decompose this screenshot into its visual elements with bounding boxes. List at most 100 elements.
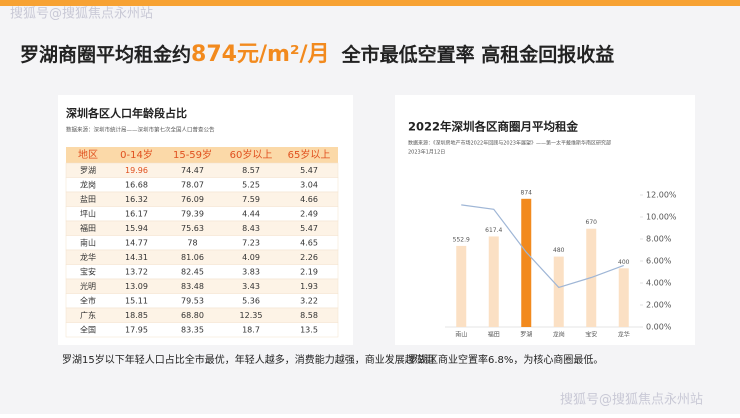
chart-source: 数据来源：《深圳房地产市场2022年回顾与2023年展望》——第一太平戴维斯华南… bbox=[408, 140, 611, 147]
table-cell: 16.17 bbox=[125, 209, 148, 218]
table-cell: 2.49 bbox=[300, 209, 318, 218]
table-cell: 7.23 bbox=[242, 238, 260, 247]
watermark: 搜狐号@搜狐焦点永州站 bbox=[10, 7, 153, 22]
bar bbox=[488, 236, 499, 327]
chart-source-date: 2023年1月12日 bbox=[408, 149, 445, 156]
x-tick-label: 宝安 bbox=[585, 331, 597, 339]
table-cell: 79.53 bbox=[181, 296, 204, 305]
table-cell: 8.57 bbox=[242, 166, 260, 175]
table-cell: 全市 bbox=[80, 295, 96, 305]
table-cell: 17.95 bbox=[125, 325, 148, 334]
table-cell: 76.09 bbox=[181, 195, 204, 204]
table-cell: 13.72 bbox=[125, 267, 148, 276]
table-cell: 15.11 bbox=[125, 296, 148, 305]
table-cell: 15.94 bbox=[125, 224, 148, 233]
bar-value-label: 670 bbox=[586, 219, 598, 226]
chart-caption: 罗湖区商业空置率6.8%，为核心商圈最低。 bbox=[408, 353, 603, 366]
table-cell: 龙岗 bbox=[80, 179, 96, 189]
table-cell: 3.04 bbox=[300, 180, 318, 189]
table-cell: 82.45 bbox=[181, 267, 204, 276]
table-cell: 5.47 bbox=[300, 166, 318, 175]
table-cell: 南山 bbox=[80, 237, 96, 247]
table-header-cell: 65岁以上 bbox=[288, 148, 331, 161]
title-prefix: 罗湖商圈平均租金约 bbox=[20, 43, 191, 66]
table-cell: 79.39 bbox=[181, 209, 204, 218]
y2-tick-label: 10.00% bbox=[646, 213, 677, 222]
table-cell: 12.35 bbox=[240, 311, 263, 320]
table-cell: 盐田 bbox=[80, 194, 96, 204]
table-cell: 68.80 bbox=[181, 311, 204, 320]
table-cell: 1.93 bbox=[300, 282, 318, 291]
table-cell: 3.83 bbox=[242, 267, 260, 276]
table-cell: 74.47 bbox=[181, 166, 204, 175]
table-cell: 14.77 bbox=[125, 238, 148, 247]
table-title: 深圳各区人口年龄段占比 bbox=[66, 106, 187, 120]
table-cell: 广东 bbox=[80, 310, 96, 320]
table-header-bg bbox=[66, 147, 338, 163]
bar-value-label: 480 bbox=[553, 247, 565, 254]
table-cell: 78 bbox=[187, 238, 197, 247]
table-cell: 2.26 bbox=[300, 253, 318, 262]
table-cell: 14.31 bbox=[125, 253, 148, 262]
table-header-cell: 地区 bbox=[78, 148, 98, 161]
title-highlight: 874元/m²/月 bbox=[191, 42, 330, 67]
bar bbox=[553, 256, 564, 327]
table-cell: 坪山 bbox=[80, 208, 96, 218]
table-cell: 5.47 bbox=[300, 224, 318, 233]
table-cell: 2.19 bbox=[300, 267, 318, 276]
bar bbox=[521, 198, 532, 327]
y2-tick-label: 2.00% bbox=[646, 301, 672, 310]
y2-tick-label: 8.00% bbox=[646, 235, 672, 244]
table-row-bg bbox=[65, 322, 339, 338]
table-cell: 18.85 bbox=[125, 311, 148, 320]
table-cell: 4.65 bbox=[300, 238, 318, 247]
table-cell: 16.68 bbox=[125, 180, 148, 189]
title: 罗湖商圈平均租金约874元/m²/月 全市最低空置率 高租金回报收益 bbox=[20, 42, 614, 67]
chart-title: 2022年深圳各区商圈月平均租金 bbox=[408, 120, 579, 134]
x-tick-label: 南山 bbox=[455, 331, 467, 339]
x-tick-label: 龙岗 bbox=[553, 331, 565, 339]
table-cell: 全国 bbox=[80, 324, 96, 334]
x-tick-label: 福田 bbox=[488, 331, 500, 339]
table-cell: 7.59 bbox=[242, 195, 260, 204]
table-header-cell: 60岁以上 bbox=[230, 148, 273, 161]
table-cell: 78.07 bbox=[181, 180, 204, 189]
chart: 0.00% 2.00% 4.00% 6.00% 8.00% 10.00% 12.00% 南山 福… bbox=[445, 189, 677, 339]
table-cell: 83.35 bbox=[181, 325, 204, 334]
table-cell: 4.09 bbox=[242, 253, 260, 262]
bar-value-label: 552.9 bbox=[453, 236, 470, 243]
title-suffix: 全市最低空置率 高租金回报收益 bbox=[341, 43, 615, 66]
table-caption: 罗湖15岁以下年轻人口占比全市最优，年轻人越多，消费能力越强，商业发展越澎湃 bbox=[62, 353, 435, 366]
chart-card bbox=[395, 95, 695, 345]
y2-tick-label: 12.00% bbox=[646, 191, 677, 200]
table-cell: 3.22 bbox=[300, 296, 318, 305]
caption: 罗湖15岁以下年轻人口占比全市最优，年轻人越多，消费能力越强，商业发展越澎湃 bbox=[62, 353, 435, 366]
table-cell: 13.5 bbox=[300, 325, 318, 334]
bar-value-label: 400 bbox=[618, 259, 630, 266]
table-cell: 75.63 bbox=[181, 224, 204, 233]
bar bbox=[618, 268, 629, 327]
table-row-bg bbox=[65, 235, 339, 251]
table-cell: 83.48 bbox=[181, 282, 204, 291]
table-cell: 18.7 bbox=[242, 325, 260, 334]
bar-value-label: 617.4 bbox=[485, 227, 502, 234]
table-cell: 19.96 bbox=[125, 166, 148, 175]
line bbox=[461, 204, 624, 289]
table-cell: 81.06 bbox=[181, 253, 204, 262]
table-cell: 4.66 bbox=[300, 195, 318, 204]
y2-tick-label: 4.00% bbox=[646, 279, 672, 288]
table-cell: 8.58 bbox=[300, 311, 318, 320]
table-header-cell: 15-59岁 bbox=[173, 148, 212, 161]
table-cell: 宝安 bbox=[80, 266, 96, 276]
table-cell: 4.44 bbox=[242, 209, 260, 218]
table-cell: 5.25 bbox=[242, 180, 260, 189]
table-cell: 龙华 bbox=[80, 252, 96, 262]
table-cell: 16.32 bbox=[125, 195, 148, 204]
table-cell: 8.43 bbox=[242, 224, 260, 233]
table-cell: 福田 bbox=[80, 224, 96, 233]
bar-value-label: 874 bbox=[521, 189, 533, 196]
table-cell: 光明 bbox=[80, 281, 96, 291]
top-bar bbox=[0, 0, 740, 6]
